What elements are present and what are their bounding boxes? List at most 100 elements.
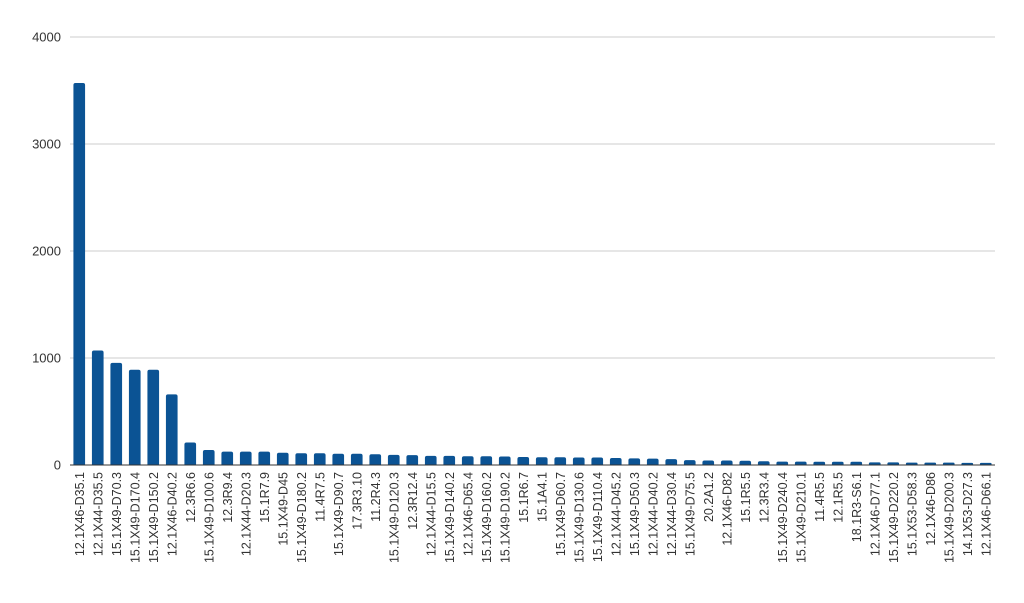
y-tick-label: 3000 (32, 137, 61, 152)
x-tick-label: 12.1X44-D35.5 (91, 472, 105, 556)
bar (979, 462, 992, 465)
x-tick-label: 15.1R5.5 (739, 472, 753, 523)
bar (868, 462, 881, 465)
bar (572, 457, 585, 465)
y-tick-label: 0 (54, 458, 61, 473)
x-tick-label: 15.1R7.9 (258, 472, 272, 523)
x-tick-label: 11.4R5.5 (813, 472, 827, 522)
y-tick-label: 1000 (32, 351, 61, 366)
x-tick-label: 15.1X49-D70.3 (110, 472, 124, 556)
x-tick-label: 15.1X49-D140.2 (443, 472, 457, 563)
bar (665, 459, 678, 465)
bar (961, 462, 974, 465)
y-axis-ticks: 0 1000 2000 3000 4000 (32, 30, 61, 473)
x-tick-label: 12.1R5.5 (831, 472, 845, 523)
x-tick-label: 14.1X53-D27.3 (961, 472, 975, 556)
x-tick-label: 12.1X46-D77.1 (868, 472, 882, 556)
bar (609, 458, 622, 465)
bar (905, 462, 918, 465)
x-tick-label: 15.1X49-D60.7 (554, 472, 568, 556)
x-tick-label: 17.3R3.10 (350, 472, 364, 530)
x-tick-label: 15.1X49-D220.2 (887, 472, 901, 563)
bar (628, 458, 641, 465)
y-tick-label: 2000 (32, 244, 61, 259)
bar (350, 453, 363, 465)
x-tick-label: 12.1X46-D65.4 (461, 472, 475, 556)
x-tick-label: 15.1X49-D90.7 (332, 472, 346, 556)
bar (128, 369, 141, 465)
x-tick-label: 12.1X46-D35.1 (73, 472, 87, 556)
bar (480, 456, 493, 465)
bar (757, 461, 770, 465)
x-tick-label: 11.4R7.5 (313, 472, 327, 522)
bar (720, 460, 733, 465)
x-tick-label: 12.1X44-D20.3 (239, 472, 253, 556)
bar (184, 442, 197, 465)
x-tick-label: 12.3R12.4 (406, 472, 420, 530)
x-tick-label: 15.1X49-D170.4 (128, 472, 142, 563)
bar (887, 462, 900, 465)
bar (942, 462, 955, 465)
x-tick-label: 15.1X49-D120.3 (387, 472, 401, 563)
x-tick-label: 12.3R9.4 (221, 472, 235, 523)
bar (202, 450, 215, 465)
bar (850, 461, 863, 465)
x-tick-label: 15.1X49-D100.6 (202, 472, 216, 563)
bar (73, 83, 86, 465)
x-tick-label: 12.3R3.4 (757, 472, 771, 523)
bar (332, 453, 345, 465)
bar (517, 456, 530, 465)
x-tick-label: 15.1X49-D75.5 (683, 472, 697, 556)
bar (591, 457, 604, 465)
x-tick-label: 15.1X53-D58.3 (905, 472, 919, 556)
x-tick-label: 15.1X49-D180.2 (295, 472, 309, 563)
x-tick-label: 15.1A4.1 (535, 472, 549, 522)
bars (73, 83, 992, 465)
bar (924, 462, 937, 465)
x-tick-label: 15.1X49-D240.4 (776, 472, 790, 563)
bar (776, 461, 789, 465)
x-tick-label: 12.1X46-D86 (924, 472, 938, 546)
x-tick-label: 15.1X49-D110.4 (591, 472, 605, 562)
bar (276, 452, 289, 465)
bar (424, 455, 437, 465)
x-tick-label: 15.1X49-D190.2 (498, 472, 512, 563)
bar (295, 453, 308, 465)
bar (683, 460, 696, 465)
x-tick-label: 15.1X49-D150.2 (147, 472, 161, 563)
x-axis-ticks: 12.1X46-D35.1 12.1X44-D35.5 15.1X49-D70.3 1… (73, 472, 994, 563)
bar (554, 457, 567, 465)
x-tick-label: 12.3R6.6 (184, 472, 198, 523)
bar (443, 455, 456, 465)
bar (387, 454, 400, 465)
bar (831, 461, 844, 465)
x-tick-label: 15.1X49-D200.3 (942, 472, 956, 563)
x-tick-label: 12.1X46-D40.2 (165, 472, 179, 556)
bar (813, 461, 826, 465)
x-tick-label: 12.1X44-D30.4 (665, 472, 679, 556)
x-tick-label: 18.1R3-S6.1 (850, 472, 864, 542)
x-tick-label: 11.2R4.3 (369, 472, 383, 522)
x-tick-label: 15.1X49-D50.3 (628, 472, 642, 556)
bar (369, 454, 382, 465)
x-tick-label: 12.1X46-D82 (720, 472, 734, 546)
bar (461, 456, 474, 465)
bar (535, 457, 548, 465)
bar (702, 460, 715, 465)
x-tick-label: 15.1X49-D210.1 (794, 472, 808, 563)
x-tick-label: 20.2A1.2 (702, 472, 716, 522)
bar (794, 461, 807, 465)
bar (646, 458, 659, 465)
bar (313, 453, 326, 465)
bar (165, 394, 178, 465)
x-tick-label: 12.1X44-D15.5 (424, 472, 438, 556)
bar (110, 362, 123, 465)
gridlines (70, 36, 995, 359)
bar (147, 369, 160, 465)
x-tick-label: 12.1X46-D66.1 (979, 472, 993, 556)
y-tick-label: 4000 (32, 30, 61, 45)
bar (221, 451, 234, 465)
x-tick-label: 15.1R6.7 (517, 472, 531, 523)
